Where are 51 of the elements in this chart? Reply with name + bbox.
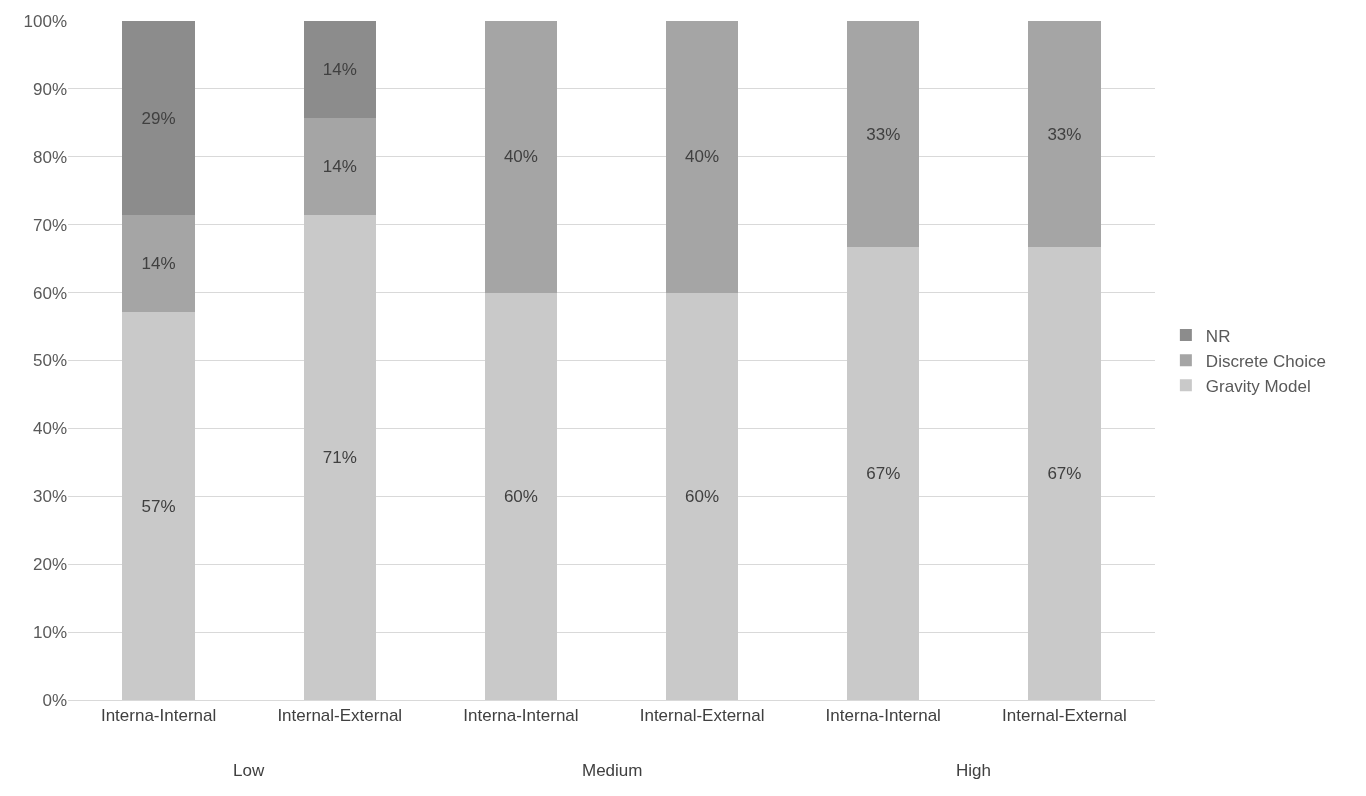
bar bbox=[847, 21, 920, 248]
data-label: 60% bbox=[503, 486, 538, 506]
y-tick-label: 70% bbox=[32, 215, 67, 235]
bar bbox=[484, 21, 558, 293]
bar bbox=[1028, 247, 1101, 700]
y-tick-label: 20% bbox=[32, 555, 67, 575]
text: Low bbox=[233, 761, 265, 780]
legend-label: Discrete Choice bbox=[1205, 351, 1326, 371]
data-label: 14% bbox=[322, 60, 357, 80]
bar bbox=[122, 21, 195, 216]
data-label: 60% bbox=[685, 486, 720, 506]
y-tick-label: 80% bbox=[32, 147, 67, 167]
bar bbox=[303, 21, 376, 119]
data-label: 71% bbox=[322, 448, 357, 468]
y-tick-label: 30% bbox=[32, 487, 67, 507]
y-tick-label: 100% bbox=[23, 11, 67, 31]
data-label: 14% bbox=[322, 157, 357, 177]
data-label: 14% bbox=[141, 254, 176, 274]
data-label: 40% bbox=[503, 147, 538, 167]
y-tick-label: 60% bbox=[32, 283, 67, 303]
data-label: 29% bbox=[141, 108, 176, 128]
legend-label: Gravity Model bbox=[1205, 376, 1311, 396]
x-tick-label: Internal-External bbox=[277, 706, 403, 726]
bar bbox=[1028, 21, 1101, 248]
data-label: 33% bbox=[866, 124, 901, 144]
data-label: 33% bbox=[1047, 124, 1082, 144]
bar bbox=[484, 292, 558, 700]
data-label: 67% bbox=[1047, 464, 1082, 484]
data-label: 40% bbox=[685, 147, 720, 167]
data-label: 67% bbox=[866, 464, 901, 484]
y-tick-label: 40% bbox=[32, 419, 67, 439]
bar bbox=[303, 118, 376, 216]
bar bbox=[122, 215, 195, 313]
y-tick-label: 0% bbox=[42, 690, 67, 710]
bar bbox=[665, 21, 739, 293]
x-tick-label: Interna-Internal bbox=[825, 706, 941, 726]
bar bbox=[303, 215, 376, 700]
y-tick-label: 90% bbox=[32, 79, 67, 99]
y-tick-label: 50% bbox=[32, 351, 67, 371]
text: High bbox=[956, 761, 991, 780]
x-tick-label: Interna-Internal bbox=[463, 706, 579, 726]
x-tick-label: Interna-Internal bbox=[100, 706, 217, 726]
y-tick-label: 10% bbox=[32, 623, 67, 643]
data-label: 57% bbox=[141, 496, 176, 516]
bar bbox=[122, 312, 195, 700]
x-tick-label: Internal-External bbox=[639, 706, 765, 726]
x-tick-label: Internal-External bbox=[1002, 706, 1127, 726]
text: Medium bbox=[582, 761, 643, 780]
bar bbox=[847, 247, 920, 700]
legend-label: NR bbox=[1205, 326, 1231, 346]
bar bbox=[665, 292, 739, 700]
